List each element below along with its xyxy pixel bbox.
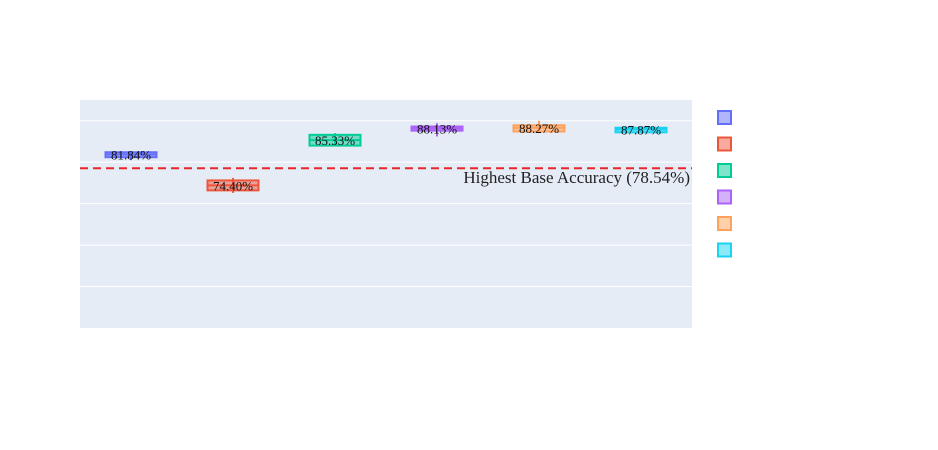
legend-swatch-5[interactable]	[717, 216, 732, 231]
box-1: 81.84%	[104, 148, 158, 163]
reference-line-label: Highest Base Accuracy (78.54%)	[463, 168, 690, 187]
box-data-label: 85.33%	[315, 133, 355, 148]
legend-swatch-3[interactable]	[717, 163, 732, 178]
legend-swatch-2[interactable]	[717, 136, 732, 152]
box-data-label: 88.27%	[519, 121, 559, 136]
box-data-label: 81.84%	[111, 148, 151, 163]
box-5: 88.27%	[512, 120, 566, 136]
box-6: 87.87%	[614, 123, 668, 138]
box-2: 74.40%	[206, 177, 260, 193]
legend-swatch-6[interactable]	[717, 242, 732, 258]
legend[interactable]	[717, 110, 732, 258]
boxes-group: 81.84% 74.40% 85.33% 88.13% 88.27% 87.87%	[104, 120, 668, 193]
grid-lines	[80, 120, 692, 288]
box-data-label: 74.40%	[213, 178, 253, 193]
box-data-label: 87.87%	[621, 123, 661, 138]
legend-swatch-4[interactable]	[717, 189, 732, 205]
box-data-label: 88.13%	[417, 121, 457, 136]
legend-swatch-1[interactable]	[717, 110, 732, 125]
box-4: 88.13%	[410, 121, 464, 137]
box-3: 85.33%	[308, 133, 362, 148]
plot-background	[80, 100, 692, 328]
